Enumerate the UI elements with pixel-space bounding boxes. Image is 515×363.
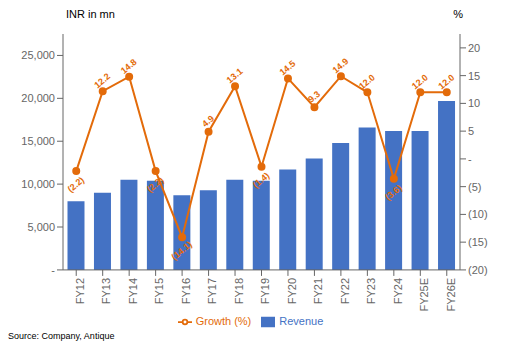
svg-text:14.8: 14.8 — [119, 57, 139, 76]
svg-text:5,000: 5,000 — [27, 221, 55, 233]
svg-text:5: 5 — [468, 125, 474, 137]
html-text:Growth (%): Growth (%) — [195, 314, 252, 327]
svg-text:14.5: 14.5 — [278, 58, 298, 77]
svg-text:13.1: 13.1 — [225, 66, 245, 85]
html-text:Source: Company, Antique: Source: Company, Antique — [8, 331, 115, 341]
svg-text:14.9: 14.9 — [331, 56, 351, 75]
svg-text:(10): (10) — [468, 208, 488, 220]
svg-text:FY13: FY13 — [101, 278, 113, 304]
svg-text:12.0: 12.0 — [357, 72, 377, 91]
svg-text:FY24: FY24 — [392, 278, 404, 304]
svg-text:FY15: FY15 — [153, 278, 165, 304]
svg-text:FY14: FY14 — [127, 278, 139, 304]
svg-text:FY19: FY19 — [259, 278, 271, 304]
html-text:INR in mn: INR in mn — [66, 8, 115, 20]
svg-text:FY23: FY23 — [365, 278, 377, 304]
svg-text:-: - — [51, 264, 55, 276]
svg-text:FY17: FY17 — [206, 278, 218, 304]
svg-text:(1.4): (1.4) — [251, 170, 272, 190]
svg-text:(3.6): (3.6) — [383, 183, 404, 203]
svg-text:FY25E: FY25E — [418, 278, 430, 312]
svg-text:FY16: FY16 — [180, 278, 192, 304]
svg-text:10: 10 — [468, 97, 480, 109]
svg-text:15,000: 15,000 — [21, 135, 55, 147]
svg-text:(2.2): (2.2) — [66, 175, 87, 195]
svg-text:(5): (5) — [468, 181, 481, 193]
svg-text:FY21: FY21 — [312, 278, 324, 304]
svg-text:25,000: 25,000 — [21, 49, 55, 61]
svg-text:(14.1): (14.1) — [169, 239, 193, 262]
svg-text:10,000: 10,000 — [21, 178, 55, 190]
svg-text:FY20: FY20 — [286, 278, 298, 304]
svg-text:12.0: 12.0 — [410, 72, 430, 91]
svg-text:(15): (15) — [468, 236, 488, 248]
svg-text:(2.2): (2.2) — [145, 175, 166, 195]
svg-text:20,000: 20,000 — [21, 92, 55, 104]
svg-text:12.0: 12.0 — [436, 72, 456, 91]
svg-text:12.2: 12.2 — [92, 71, 112, 90]
svg-text:FY12: FY12 — [74, 278, 86, 304]
svg-text:-: - — [468, 153, 472, 165]
svg-text:FY26E: FY26E — [445, 278, 457, 312]
svg-text:4.9: 4.9 — [200, 113, 216, 129]
svg-text:FY22: FY22 — [339, 278, 351, 304]
svg-text:15: 15 — [468, 70, 480, 82]
svg-text:9.3: 9.3 — [306, 89, 322, 105]
html-text:Revenue: Revenue — [279, 314, 324, 327]
svg-text:(20): (20) — [468, 264, 488, 276]
svg-text:20: 20 — [468, 42, 480, 54]
svg-text:FY18: FY18 — [233, 278, 245, 304]
